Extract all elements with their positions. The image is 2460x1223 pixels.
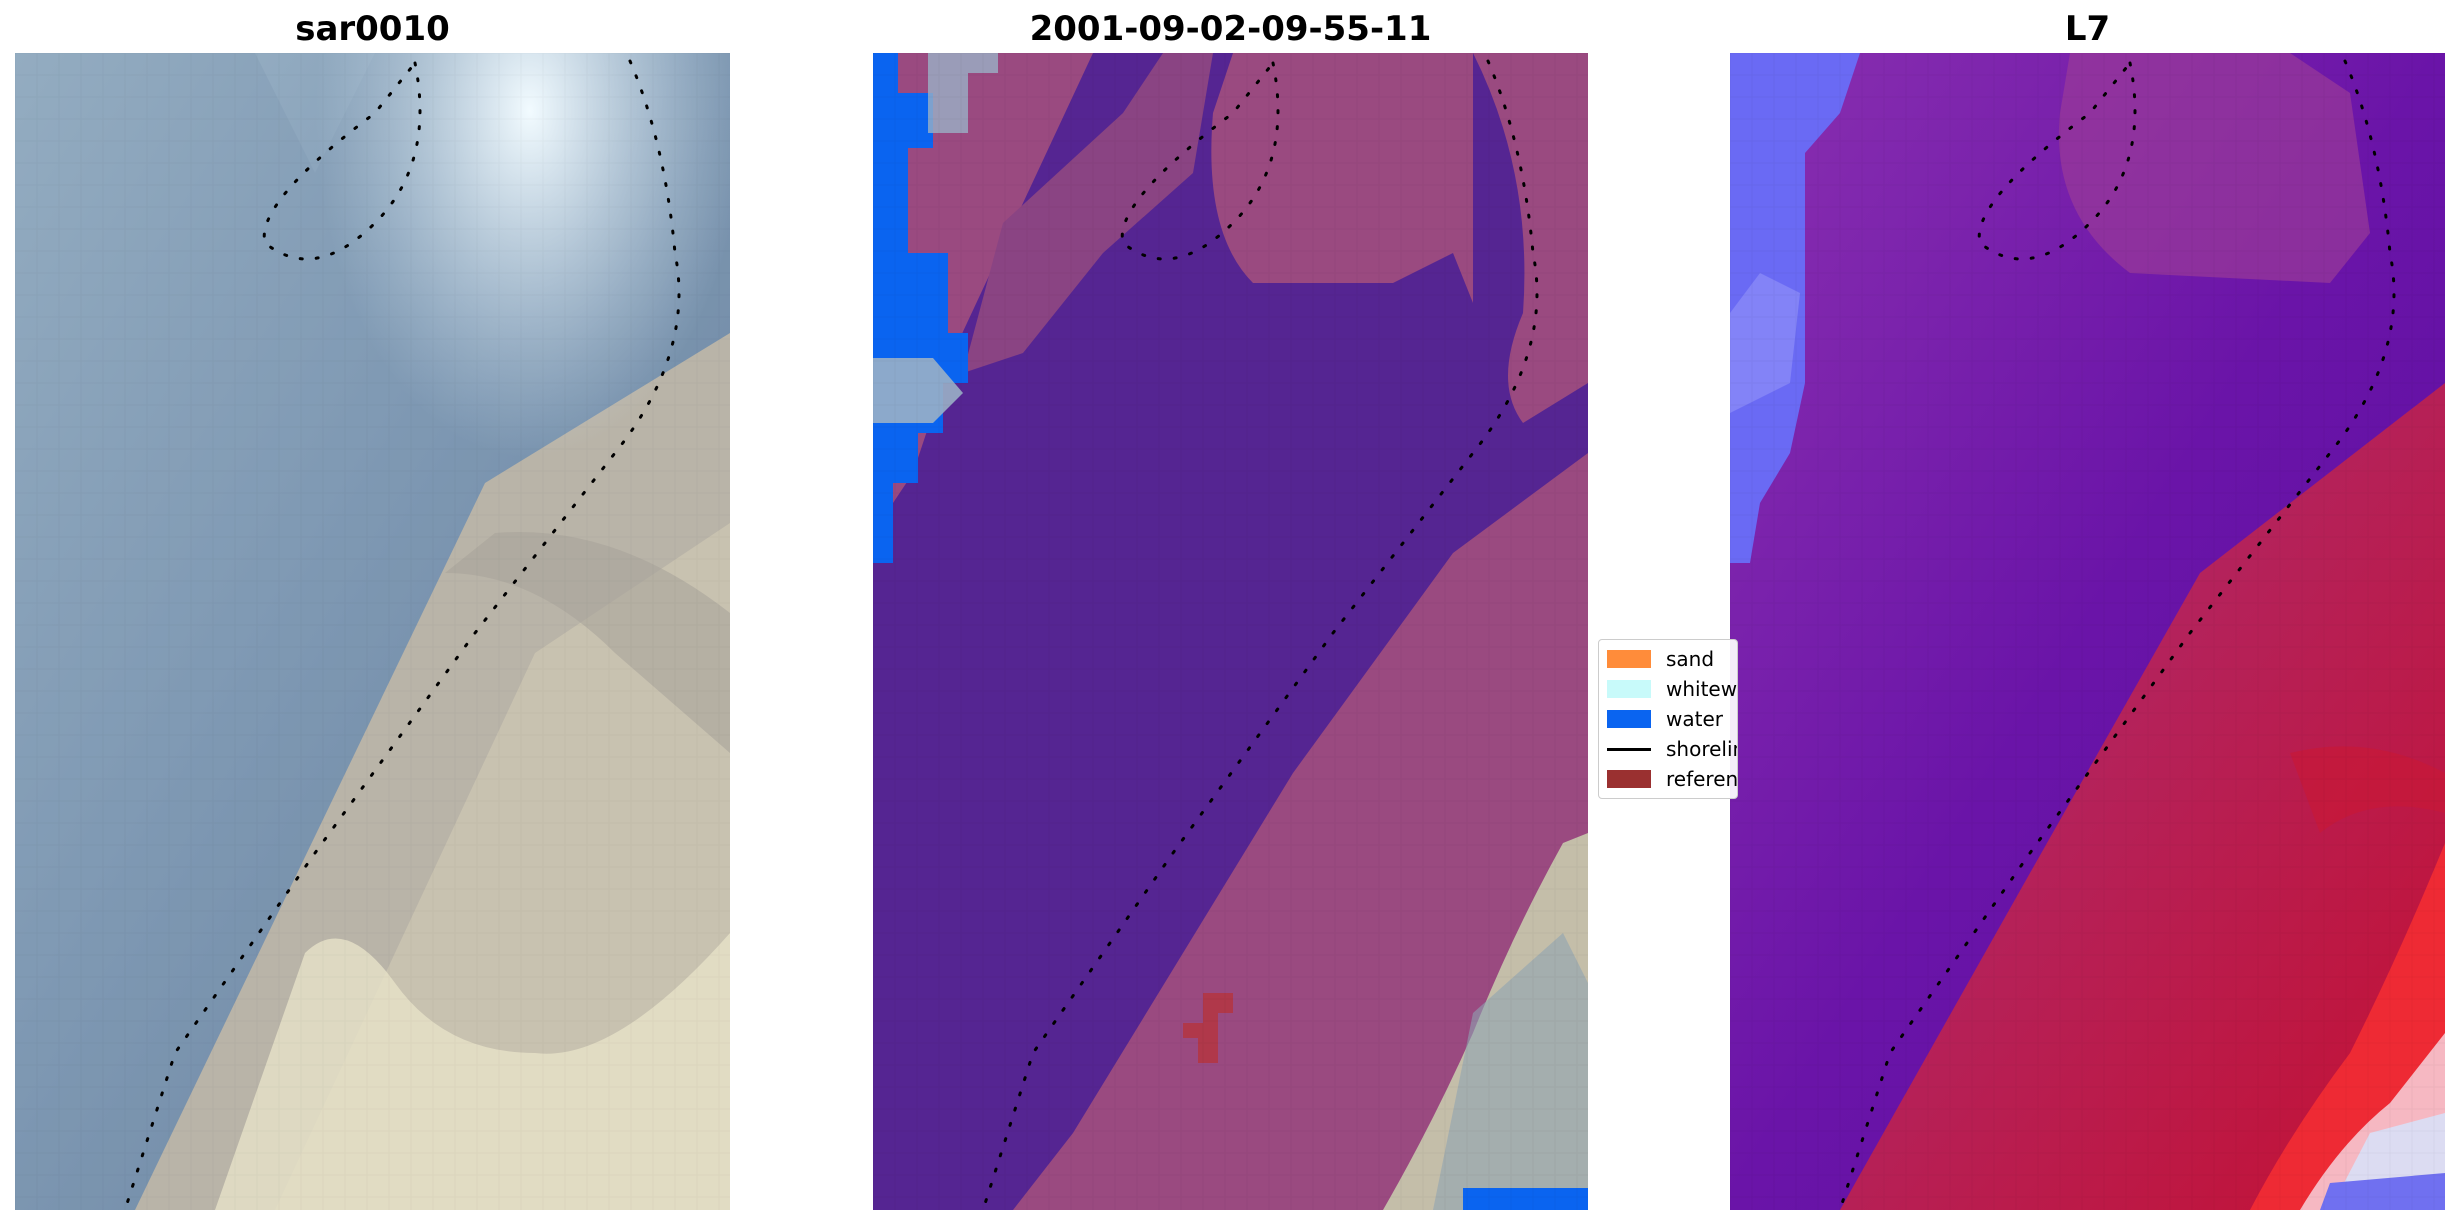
panel-title-rgb: sar0010 xyxy=(295,9,450,49)
sand-swatch xyxy=(1607,650,1651,668)
legend-item-water: water xyxy=(1607,704,1723,734)
shoreline-line-swatch xyxy=(1607,747,1651,751)
panel-title-classified: 2001-09-02-09-55-11 xyxy=(1029,9,1432,49)
legend-item-whitewater: whitewater xyxy=(1607,674,1738,704)
legend: sand whitewater water shoreline referenc… xyxy=(1598,639,1738,799)
reference-buffer-swatch xyxy=(1607,770,1651,788)
legend-item-shoreline: shoreline xyxy=(1607,734,1737,764)
legend-label: reference shoreline buffer xyxy=(1666,767,1738,791)
water-swatch xyxy=(1607,710,1651,728)
whitewater-swatch xyxy=(1607,680,1651,698)
legend-label: water xyxy=(1666,707,1723,731)
index-image xyxy=(1730,53,2445,1210)
legend-label: whitewater xyxy=(1666,677,1738,701)
legend-label: shoreline xyxy=(1666,737,1737,761)
legend-item-sand: sand xyxy=(1607,644,1714,674)
classified-image xyxy=(873,53,1588,1210)
legend-item-reference-buffer: reference shoreline buffer xyxy=(1607,764,1738,794)
satellite-rgb-image xyxy=(15,53,730,1210)
panel-title-index: L7 xyxy=(2064,9,2111,49)
legend-label: sand xyxy=(1666,647,1715,671)
